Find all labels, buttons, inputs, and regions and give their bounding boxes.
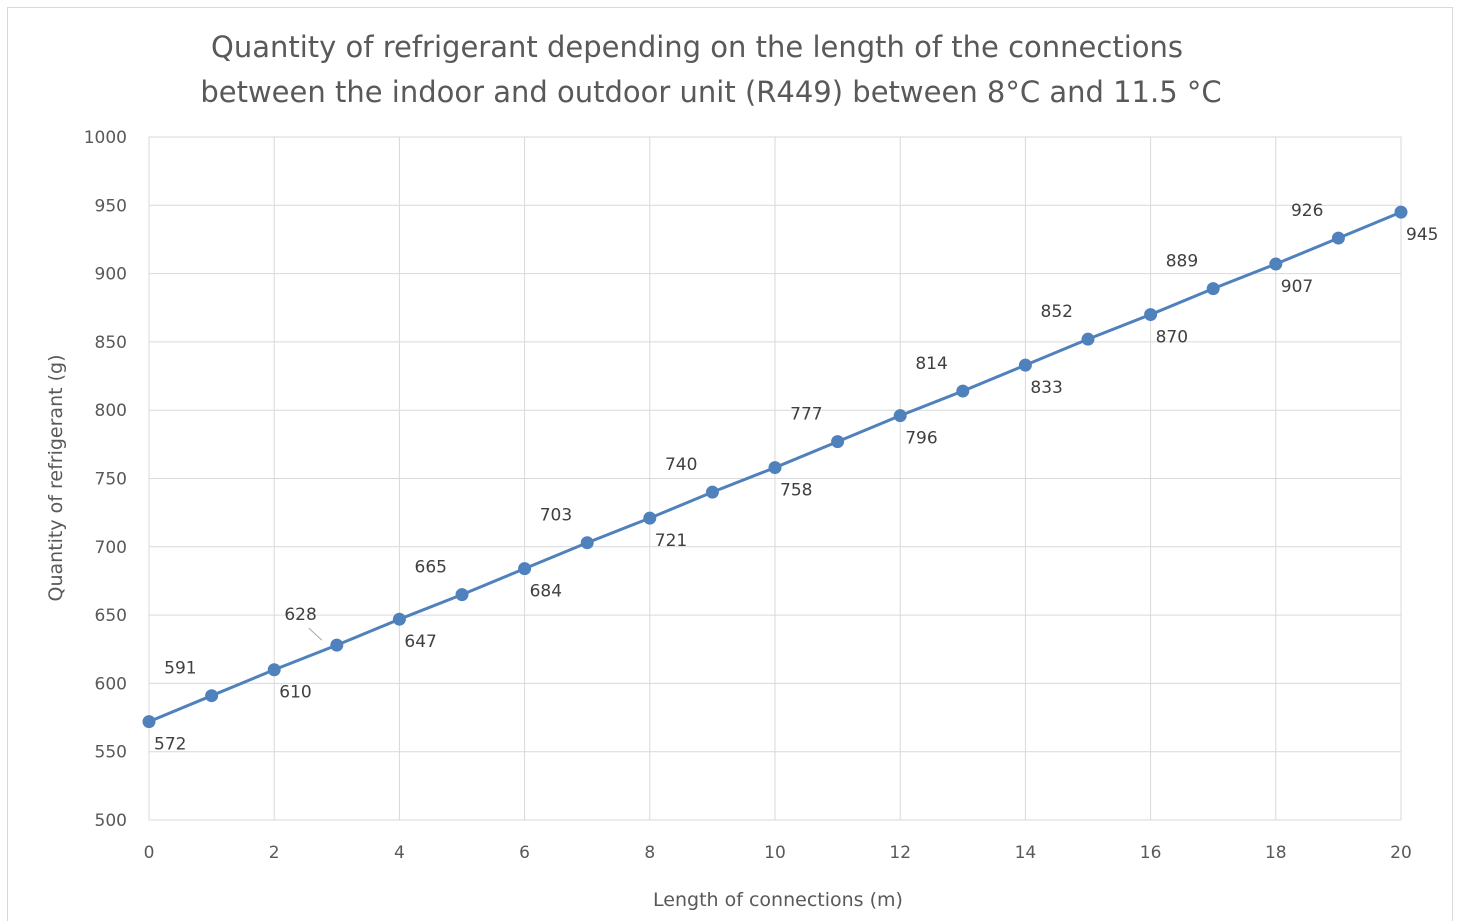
y-tick-label: 600 — [95, 674, 127, 694]
data-label: 572 — [154, 735, 186, 755]
x-tick-label: 14 — [1015, 843, 1037, 863]
data-point — [1081, 332, 1095, 346]
data-label: 684 — [530, 582, 562, 602]
data-label: 926 — [1291, 201, 1323, 221]
data-point — [205, 689, 219, 703]
data-label: 610 — [279, 683, 311, 703]
y-tick-label: 900 — [95, 265, 127, 285]
data-label: 833 — [1030, 378, 1062, 398]
data-label: 740 — [665, 455, 697, 475]
chart-area — [7, 7, 1453, 921]
x-tick-label: 6 — [519, 843, 530, 863]
data-point — [768, 461, 782, 475]
data-point — [142, 715, 156, 729]
data-point — [956, 384, 970, 398]
gridlines — [148, 136, 1402, 821]
x-tick-label: 20 — [1390, 843, 1412, 863]
data-point — [1331, 231, 1345, 245]
y-axis-title: Quantity of refrigerant (g) — [45, 355, 67, 602]
data-point — [831, 435, 845, 449]
series — [142, 205, 1408, 729]
data-point — [1394, 205, 1408, 219]
data-point — [1206, 282, 1220, 296]
y-tick-label: 1000 — [84, 128, 127, 148]
data-label: 889 — [1166, 252, 1198, 272]
x-tick-label: 18 — [1265, 843, 1287, 863]
y-tick-label: 500 — [95, 811, 127, 831]
y-axis-tick-labels: 500 550 600 650 700 750 800 850 900 950 1000 — [84, 128, 127, 831]
data-point — [518, 562, 532, 576]
data-point — [643, 511, 657, 525]
data-point — [1018, 358, 1032, 372]
y-tick-label: 950 — [95, 196, 127, 216]
data-label: 814 — [915, 354, 947, 374]
data-label: 852 — [1041, 302, 1073, 322]
data-point — [267, 663, 281, 677]
data-point — [580, 536, 594, 550]
x-tick-label: 16 — [1140, 843, 1162, 863]
data-label: 777 — [790, 405, 822, 425]
data-label: 758 — [780, 481, 812, 501]
data-point — [1269, 257, 1283, 271]
data-point — [1144, 308, 1158, 322]
data-label: 665 — [415, 558, 447, 578]
y-tick-label: 550 — [95, 743, 127, 763]
x-tick-label: 4 — [394, 843, 405, 863]
data-label: 907 — [1281, 277, 1313, 297]
data-label: 647 — [404, 632, 436, 652]
x-tick-label: 8 — [644, 843, 655, 863]
x-axis-title: Length of connections (m) — [653, 889, 903, 911]
data-point — [330, 638, 344, 652]
y-tick-label: 850 — [95, 333, 127, 353]
data-label: 796 — [905, 429, 937, 449]
chart-title-line-2: between the indoor and outdoor unit (R44… — [200, 75, 1221, 109]
chart-title-line-1: Quantity of refrigerant depending on the… — [211, 30, 1183, 64]
data-point — [705, 485, 719, 499]
x-tick-label: 0 — [144, 843, 155, 863]
data-label: 870 — [1156, 328, 1188, 348]
x-tick-label: 10 — [764, 843, 786, 863]
data-label: 703 — [540, 506, 572, 526]
x-tick-label: 12 — [889, 843, 911, 863]
data-point — [893, 409, 907, 423]
x-tick-label: 2 — [269, 843, 280, 863]
data-label: 721 — [655, 531, 687, 551]
x-axis-tick-labels: 0 2 4 6 8 10 12 14 16 18 20 — [144, 843, 1412, 863]
data-labels: 572 591 610 628 647 665 684 703 721 740 758 777 796 8… — [154, 201, 1438, 755]
y-tick-label: 650 — [95, 606, 127, 626]
data-point — [455, 588, 469, 602]
data-label: 945 — [1406, 225, 1438, 245]
y-tick-label: 750 — [95, 470, 127, 490]
data-label: 591 — [164, 659, 196, 679]
data-point — [392, 612, 406, 626]
data-label: 628 — [284, 605, 316, 625]
y-tick-label: 800 — [95, 401, 127, 421]
y-tick-label: 700 — [95, 538, 127, 558]
chart-title: Quantity of refrigerant depending on the… — [200, 30, 1221, 109]
data-label-leader — [308, 627, 323, 641]
